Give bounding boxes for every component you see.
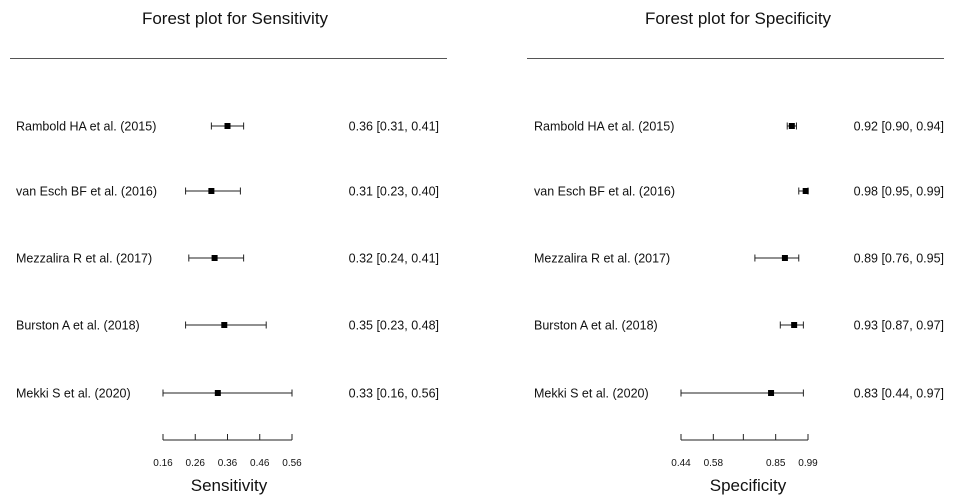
point-estimate [221, 322, 228, 328]
x-axis-label: Specificity [710, 476, 787, 495]
estimate-text: 0.35 [0.23, 0.48] [349, 319, 439, 333]
point-estimate [211, 255, 218, 261]
point-estimate [788, 123, 795, 129]
study-row: Rambold HA et al. (2015) 0.36 [0.31, 0.41… [16, 120, 439, 134]
point-estimate [781, 255, 788, 261]
study-row: van Esch BF et al. (2016) 0.98 [0.95, 0.9… [534, 185, 944, 199]
study-label: Burston A et al. (2018) [534, 319, 658, 333]
chart-title: Forest plot for Specificity [645, 9, 832, 28]
estimate-text: 0.33 [0.16, 0.56] [349, 387, 439, 401]
study-row: Mezzalira R et al. (2017) 0.32 [0.24, 0.4… [16, 252, 439, 266]
point-estimate [802, 188, 809, 194]
x-tick-label: 0.26 [186, 458, 206, 469]
estimate-text: 0.83 [0.44, 0.97] [854, 387, 944, 401]
x-tick-label: 0.58 [704, 458, 724, 469]
study-label: Mezzalira R et al. (2017) [534, 252, 670, 266]
point-estimate [208, 188, 215, 194]
study-row: Mekki S et al. (2020) 0.33 [0.16, 0.56] [16, 387, 439, 401]
estimate-text: 0.32 [0.24, 0.41] [349, 252, 439, 266]
point-estimate [791, 322, 798, 328]
estimate-text: 0.98 [0.95, 0.99] [854, 185, 944, 199]
estimate-text: 0.89 [0.76, 0.95] [854, 252, 944, 266]
x-tick-label: 0.46 [250, 458, 270, 469]
study-row: Mezzalira R et al. (2017) 0.89 [0.76, 0.9… [534, 252, 944, 266]
x-tick-label: 0.56 [282, 458, 302, 469]
x-tick-label: 0.36 [218, 458, 238, 469]
study-row: Mekki S et al. (2020) 0.83 [0.44, 0.97] [534, 387, 944, 401]
study-row: van Esch BF et al. (2016) 0.31 [0.23, 0.4… [16, 185, 439, 199]
estimate-text: 0.36 [0.31, 0.41] [349, 120, 439, 134]
x-tick-label: 0.85 [766, 458, 786, 469]
study-label: Mezzalira R et al. (2017) [16, 252, 152, 266]
x-axis-label: Sensitivity [191, 476, 268, 495]
specificity-forest-plot: Forest plot for Specificity Rambold HA et… [527, 9, 944, 495]
study-label: Burston A et al. (2018) [16, 319, 140, 333]
x-tick-label: 0.16 [153, 458, 173, 469]
estimate-text: 0.93 [0.87, 0.97] [854, 319, 944, 333]
point-estimate [214, 390, 221, 396]
estimate-text: 0.31 [0.23, 0.40] [349, 185, 439, 199]
point-estimate [768, 390, 775, 396]
chart-title: Forest plot for Sensitivity [142, 9, 329, 28]
study-row: Rambold HA et al. (2015) 0.92 [0.90, 0.94… [534, 120, 944, 134]
x-tick-label: 0.44 [671, 458, 691, 469]
study-label: Mekki S et al. (2020) [16, 387, 131, 401]
study-label: Rambold HA et al. (2015) [534, 120, 674, 134]
study-label: van Esch BF et al. (2016) [534, 185, 675, 199]
study-label: van Esch BF et al. (2016) [16, 185, 157, 199]
study-label: Rambold HA et al. (2015) [16, 120, 156, 134]
x-tick-label: 0.99 [798, 458, 818, 469]
study-row: Burston A et al. (2018) 0.93 [0.87, 0.97] [534, 319, 944, 333]
estimate-text: 0.92 [0.90, 0.94] [854, 120, 944, 134]
sensitivity-forest-plot: Forest plot for Sensitivity Rambold HA et… [10, 9, 447, 495]
point-estimate [224, 123, 231, 129]
study-row: Burston A et al. (2018) 0.35 [0.23, 0.48] [16, 319, 439, 333]
study-label: Mekki S et al. (2020) [534, 387, 649, 401]
